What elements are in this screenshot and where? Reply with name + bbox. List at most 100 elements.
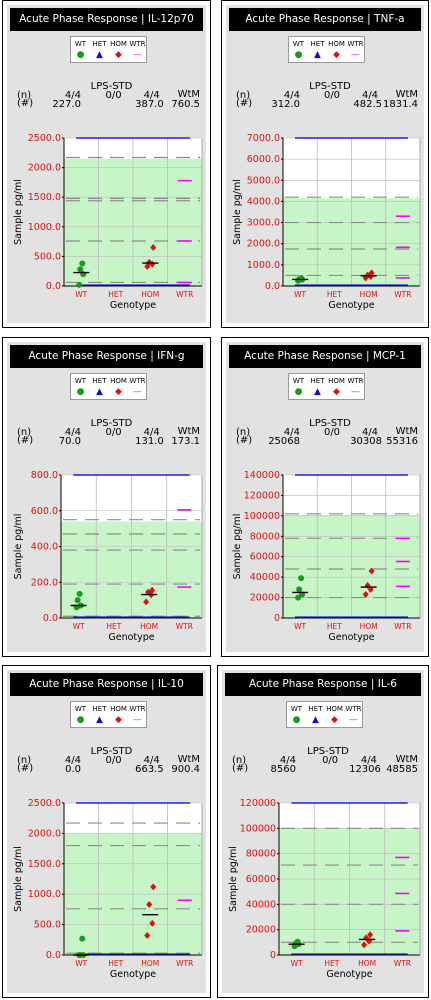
x-tick-label: WT (294, 622, 306, 631)
y-tick-label: 500.0 (34, 251, 61, 262)
y-tick-label: 1000.0 (247, 260, 280, 271)
y-tick-label: 1500.0 (28, 192, 61, 203)
wt-count: 4/4 (279, 755, 296, 766)
chart-legend: WT ● HET ▲ HOM ◆ WTR — (70, 373, 147, 400)
legend-entry: WT ● (71, 374, 90, 398)
hom-data-point (149, 586, 156, 594)
x-tick-label: WT (75, 959, 87, 968)
y-axis-label: Sample pg/ml (232, 514, 243, 580)
mean-label: (#) (232, 763, 249, 774)
legend-label: HOM (328, 40, 345, 48)
stats-block: LPS-STD (n) (#) 4/4 0/0 4/4 WtM 25068 30308 55316 (226, 400, 424, 450)
legend-entry: WT ● (71, 37, 90, 61)
wt-mean: 70.0 (58, 436, 81, 447)
y-tick-label: 2000.0 (28, 828, 61, 839)
plot-area: 0.0 500.0 1000.0 1500.0 2000.0 2500.0 Sample p… (13, 133, 203, 311)
legend-symbol: ▲ (96, 387, 103, 397)
legend-entry: WTR — (128, 702, 147, 726)
x-tick-label: WTR (394, 622, 411, 631)
condition-label: LPS-STD (90, 81, 133, 92)
legend-symbol: — (351, 50, 360, 60)
chart-legend: WT ● HET ▲ HOM ◆ WTR — (288, 373, 365, 400)
hom-data-point (149, 919, 156, 927)
legend-label: HOM (110, 40, 127, 48)
y-tick-label: 2000.0 (28, 163, 61, 174)
stats-block: LPS-STD (n) (#) 4/4 0/0 4/4 WtM 0.0 663.5 900.4 (7, 728, 206, 778)
legend-symbol: ◆ (333, 50, 340, 60)
x-tick-label: WTR (394, 290, 411, 299)
condition-label: LPS-STD (309, 418, 351, 429)
hom-data-point (150, 244, 157, 252)
chart-panel: Acute Phase Response | IL-12p70 WT ● HET ▲ HO… (2, 0, 211, 328)
hom-data-point (143, 598, 150, 606)
legend-symbol: ● (292, 715, 301, 725)
x-tick-label: HET (108, 290, 123, 299)
legend-label: HET (92, 705, 107, 713)
x-tick-label: HOM (140, 622, 158, 631)
legend-entry: HET ▲ (90, 702, 109, 726)
y-axis-label: Sample pg/ml (13, 514, 24, 580)
wtm-label: WtM (395, 754, 418, 765)
x-tick-label: HOM (141, 290, 159, 299)
mean-label: (#) (236, 435, 253, 446)
x-tick-label: WTR (176, 290, 193, 299)
legend-entry: HET ▲ (308, 37, 327, 61)
y-tick-label: 2500.0 (28, 798, 61, 809)
chart-background: Acute Phase Response | IL-6 WT ● HET ▲ HOM ◆ WT… (222, 670, 424, 993)
hom-data-point (367, 931, 374, 939)
hom-mean: 387.0 (135, 99, 164, 110)
n-label: (n) (236, 427, 251, 438)
x-tick-label: HET (324, 959, 339, 968)
legend-label: WTR (129, 705, 146, 713)
chart-legend: WT ● HET ▲ HOM ◆ WTR — (70, 701, 147, 728)
wt-mean: 25068 (268, 436, 300, 447)
chart-legend: WT ● HET ▲ HOM ◆ WTR — (70, 36, 147, 63)
y-tick-label: 0.0 (265, 281, 280, 292)
legend-entry: WT ● (287, 702, 306, 726)
hom-data-point (368, 269, 375, 277)
wtm-label: WtM (177, 426, 200, 437)
wt-mean: 8560 (270, 764, 296, 775)
wtr-mean: 900.4 (171, 764, 200, 775)
y-tick-label: 80000 (250, 531, 280, 542)
chart-title: Acute Phase Response | IL-6 (225, 673, 421, 696)
het-count: 0/0 (323, 90, 341, 101)
hom-count: 4/4 (361, 90, 379, 101)
legend-entry: HOM ◆ (109, 374, 128, 398)
stats-block: LPS-STD (n) (#) 4/4 0/0 4/4 WtM 70.0 131.0 173.1 (7, 400, 206, 450)
legend-label: HET (92, 377, 107, 385)
n-label: (n) (17, 427, 32, 438)
legend-label: WT (292, 40, 305, 48)
x-tick-label: HOM (141, 959, 159, 968)
y-tick-label: 5000.0 (247, 175, 280, 186)
hom-data-point (146, 258, 153, 266)
hom-count: 4/4 (143, 90, 160, 101)
legend-symbol: — (349, 715, 358, 725)
het-count: 0/0 (105, 755, 122, 766)
hom-mean: 12306 (349, 764, 381, 775)
legend-symbol: ▲ (96, 50, 103, 60)
hom-data-point (362, 591, 369, 599)
legend-label: WTR (129, 377, 146, 385)
legend-label: WT (74, 377, 87, 385)
x-tick-label: WT (75, 290, 87, 299)
y-tick-label: 40000 (246, 899, 276, 910)
chart-background: Acute Phase Response | IL-10 WT ● HET ▲ HOM ◆ W… (7, 670, 206, 993)
y-axis-label: Sample pg/ml (232, 179, 243, 245)
plot-area: 0 20000 40000 60000 80000 100000 120000 Sample … (228, 798, 421, 980)
x-tick-label: WTR (176, 959, 193, 968)
legend-entry: WT ● (71, 702, 90, 726)
legend-entry: WTR — (344, 702, 363, 726)
het-count: 0/0 (322, 755, 339, 766)
plot-area: 0.0 200.0 400.0 600.0 800.0 Sample pg/ml WT HET… (13, 470, 203, 643)
wt-mean: 227.0 (52, 99, 81, 110)
legend-label: WT (74, 40, 87, 48)
y-tick-label: 500.0 (34, 920, 61, 931)
hom-data-point (145, 588, 152, 596)
x-tick-label: HET (108, 959, 123, 968)
chart-title: Acute Phase Response | MCP-1 (229, 345, 421, 368)
y-tick-label: 6000.0 (247, 154, 280, 165)
y-tick-label: 3000.0 (247, 218, 280, 229)
x-tick-label: WTR (176, 622, 193, 631)
legend-symbol: ● (294, 50, 303, 60)
